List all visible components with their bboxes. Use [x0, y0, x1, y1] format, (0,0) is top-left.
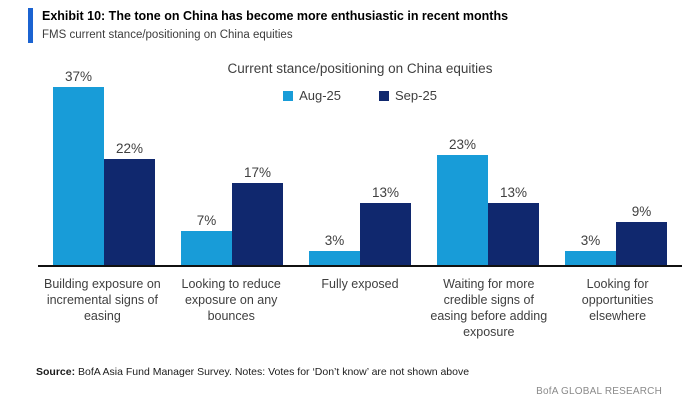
bar-column-aug-25: 3% [309, 233, 360, 265]
chart-title: Current stance/positioning on China equi… [227, 61, 493, 76]
bar-pair: 23% 13% [437, 137, 539, 265]
bar-group: 3% 9% [552, 204, 680, 265]
bar-value-label: 9% [631, 203, 652, 219]
bar-column-aug-25: 23% [437, 137, 488, 265]
category-label: Building exposure on incremental signs o… [44, 277, 161, 323]
bar-column-sep-25: 13% [360, 185, 411, 265]
chart-legend: Aug-25 Sep-25 [38, 88, 682, 103]
bar-column-sep-25: 13% [488, 185, 539, 265]
legend-item-aug-25: Aug-25 [283, 88, 341, 103]
bar-pair: 7% 17% [181, 165, 283, 265]
bar [309, 250, 360, 265]
bar-column-sep-25: 17% [232, 165, 283, 265]
bar-column-aug-25: 37% [53, 69, 104, 265]
bar [360, 202, 411, 265]
bar-group: 23% 13% [424, 137, 552, 265]
bar [616, 221, 667, 265]
bar-value-label: 13% [499, 184, 528, 200]
bar-value-label: 13% [371, 184, 400, 200]
bar-pair: 37% 22% [53, 69, 155, 265]
bar-value-label: 3% [580, 232, 601, 248]
legend-label-aug: Aug-25 [299, 88, 341, 103]
bar-groups: 37% 22% 7% 17% 3% 13% 23% 13% 3% 9% [40, 60, 680, 265]
bar [232, 183, 283, 265]
exhibit-title: Exhibit 10: The tone on China has become… [42, 9, 509, 23]
bar-value-label: 37% [64, 69, 93, 85]
category-label: Looking for opportunities elsewhere [581, 277, 654, 323]
category-label: Fully exposed [321, 277, 399, 291]
bar-value-label: 7% [196, 213, 217, 229]
bar-chart: Current stance/positioning on China equi… [38, 60, 682, 267]
bar [437, 154, 488, 265]
bar-column-sep-25: 22% [104, 141, 155, 265]
bar-column-aug-25: 3% [565, 233, 616, 265]
source-text: BofA Asia Fund Manager Survey. Notes: Vo… [75, 366, 470, 378]
bar-value-label: 17% [243, 165, 272, 181]
category-label: Looking to reduce exposure on any bounce… [181, 277, 281, 323]
bar-column-aug-25: 7% [181, 213, 232, 265]
bar [488, 202, 539, 265]
legend-swatch-sep-icon [379, 90, 389, 101]
legend-label-sep: Sep-25 [395, 88, 437, 103]
source-note: Source: BofA Asia Fund Manager Survey. N… [36, 366, 469, 378]
bar-value-label: 3% [324, 232, 345, 248]
legend-item-sep-25: Sep-25 [379, 88, 437, 103]
bar-pair: 3% 13% [309, 185, 411, 265]
bar-column-sep-25: 9% [616, 204, 667, 265]
exhibit-subtitle: FMS current stance/positioning on China … [42, 28, 293, 41]
bar [53, 87, 104, 265]
bar-group: 3% 13% [296, 185, 424, 265]
source-label: Source: [36, 366, 76, 378]
bar-group: 7% 17% [168, 165, 296, 265]
exhibit-header: Exhibit 10: The tone on China has become… [28, 8, 682, 43]
brand-mark: BofA GLOBAL RESEARCH [536, 386, 662, 397]
bar-value-label: 22% [115, 141, 144, 157]
bar [104, 159, 155, 265]
bar-value-label: 23% [448, 136, 477, 152]
category-axis-labels: Building exposure on incremental signs o… [38, 276, 682, 340]
bar-group: 37% 22% [40, 69, 168, 265]
bar [181, 231, 232, 265]
category-label: Waiting for more credible signs of easin… [430, 277, 548, 339]
bar [565, 250, 616, 265]
bar-pair: 3% 9% [565, 204, 667, 265]
legend-swatch-aug-icon [283, 90, 294, 101]
